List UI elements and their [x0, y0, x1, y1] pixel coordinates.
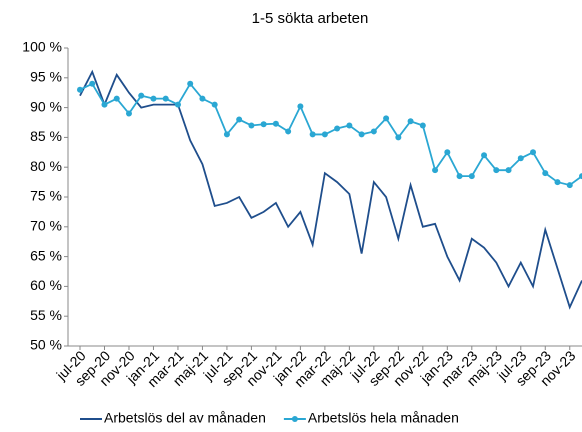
y-tick-label: 95 % — [30, 69, 62, 85]
y-tick-label: 90 % — [30, 98, 62, 114]
point — [113, 95, 120, 102]
y-tick-label: 100 % — [22, 39, 62, 55]
legend-label: Arbetslös hela månaden — [308, 410, 459, 426]
point — [444, 149, 451, 156]
point — [260, 121, 267, 128]
point — [199, 95, 206, 102]
point — [517, 155, 524, 162]
point — [419, 122, 426, 129]
point — [383, 115, 390, 122]
point — [407, 118, 414, 125]
point — [187, 80, 194, 87]
point — [309, 131, 316, 138]
point — [150, 95, 157, 102]
point — [321, 131, 328, 138]
point — [125, 110, 132, 117]
point — [89, 80, 96, 87]
point — [456, 173, 463, 180]
point — [138, 92, 145, 99]
point — [554, 179, 561, 186]
y-tick-label: 85 % — [30, 128, 62, 144]
point — [174, 101, 181, 108]
point — [77, 86, 83, 93]
y-tick-label: 65 % — [30, 247, 62, 263]
point — [346, 122, 353, 129]
y-tick-label: 70 % — [30, 218, 62, 234]
point — [248, 122, 255, 129]
point — [285, 128, 292, 135]
point — [395, 134, 402, 141]
chart-title: 1-5 sökta arbeten — [252, 10, 369, 27]
point — [432, 167, 439, 174]
point — [358, 131, 365, 138]
point — [370, 128, 377, 135]
y-tick-label: 75 % — [30, 188, 62, 204]
line — [79, 69, 582, 310]
point — [272, 120, 279, 127]
point — [334, 125, 341, 132]
point — [542, 170, 549, 177]
point — [236, 116, 243, 123]
point — [297, 103, 304, 110]
point — [530, 149, 537, 156]
legend-marker — [291, 416, 298, 422]
point — [566, 182, 573, 189]
point — [162, 95, 169, 102]
point — [223, 131, 230, 138]
y-tick-label: 50 % — [30, 337, 62, 353]
point — [493, 167, 500, 174]
point — [211, 101, 218, 108]
legend-label: Arbetslös del av månaden — [104, 410, 266, 426]
point — [505, 167, 512, 174]
point — [481, 152, 488, 159]
y-tick-label: 60 % — [30, 277, 62, 293]
y-tick-label: 55 % — [30, 307, 62, 323]
y-tick-label: 80 % — [30, 158, 62, 174]
point — [579, 173, 582, 180]
point — [101, 101, 108, 108]
point — [468, 173, 475, 180]
